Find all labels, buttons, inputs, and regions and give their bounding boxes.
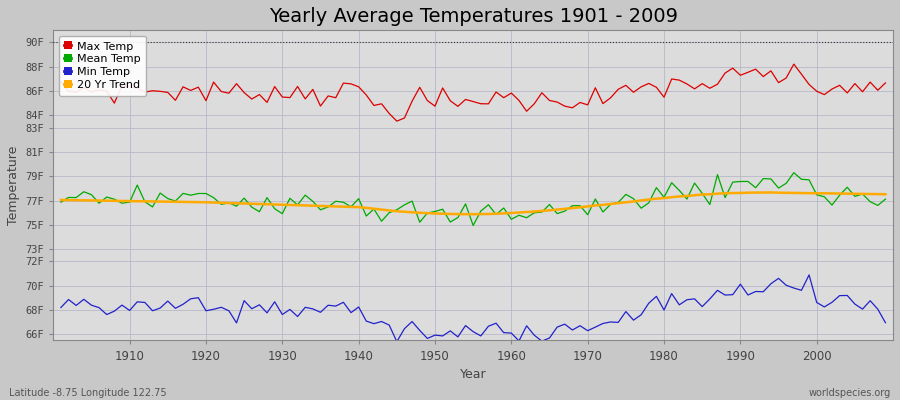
Text: Latitude -8.75 Longitude 122.75: Latitude -8.75 Longitude 122.75 (9, 388, 166, 398)
Text: worldspecies.org: worldspecies.org (809, 388, 891, 398)
Y-axis label: Temperature: Temperature (7, 146, 20, 225)
Title: Yearly Average Temperatures 1901 - 2009: Yearly Average Temperatures 1901 - 2009 (269, 7, 678, 26)
Legend: Max Temp, Mean Temp, Min Temp, 20 Yr Trend: Max Temp, Mean Temp, Min Temp, 20 Yr Tre… (58, 36, 146, 96)
X-axis label: Year: Year (460, 368, 487, 381)
